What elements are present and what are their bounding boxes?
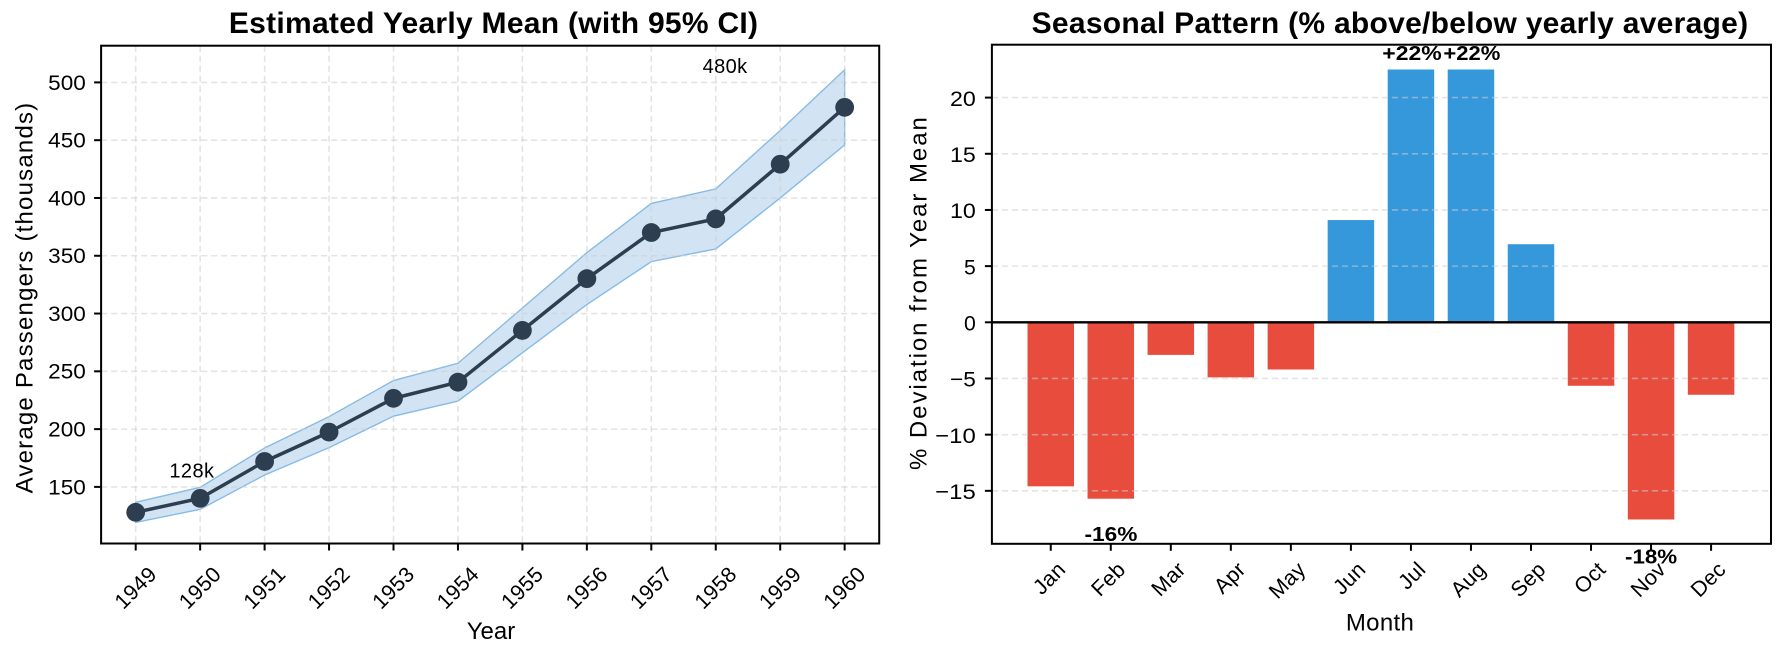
svg-text:+22%: +22%	[1443, 43, 1500, 65]
svg-text:Estimated Yearly Mean (with 95: Estimated Yearly Mean (with 95% CI)	[229, 7, 758, 40]
svg-text:450: 450	[48, 129, 86, 153]
svg-text:480k: 480k	[703, 56, 749, 78]
svg-text:5: 5	[964, 255, 976, 279]
svg-text:−10: −10	[935, 424, 976, 448]
svg-text:10: 10	[950, 199, 976, 223]
svg-text:200: 200	[48, 418, 86, 442]
svg-text:Year: Year	[467, 618, 516, 645]
svg-text:300: 300	[48, 302, 86, 326]
svg-text:128k: 128k	[169, 461, 215, 483]
svg-text:-16%: -16%	[1085, 524, 1138, 546]
svg-text:15: 15	[950, 143, 976, 167]
svg-text:250: 250	[48, 360, 86, 384]
svg-text:150: 150	[48, 475, 86, 499]
svg-text:350: 350	[48, 244, 86, 268]
svg-text:20: 20	[950, 87, 976, 111]
svg-text:0: 0	[964, 312, 976, 336]
svg-text:% Deviation from Year Mean: % Deviation from Year Mean	[906, 115, 933, 470]
svg-text:Average Passengers (thousands): Average Passengers (thousands)	[12, 102, 39, 494]
svg-text:−15: −15	[935, 480, 976, 504]
svg-text:500: 500	[48, 71, 86, 95]
svg-text:-18%: -18%	[1625, 547, 1677, 569]
svg-text:400: 400	[48, 186, 86, 210]
svg-text:Seasonal Pattern (% above/belo: Seasonal Pattern (% above/below yearly a…	[1032, 7, 1749, 40]
svg-text:Month: Month	[1346, 610, 1414, 637]
svg-text:+22%: +22%	[1382, 43, 1442, 65]
svg-text:−5: −5	[950, 368, 976, 392]
